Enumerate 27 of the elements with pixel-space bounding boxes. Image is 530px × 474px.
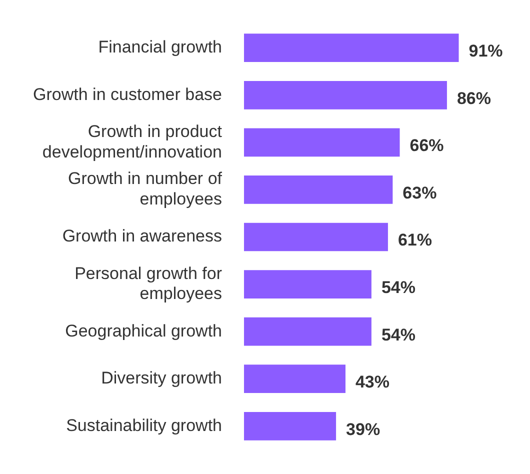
data-label: 54% [381, 325, 416, 344]
bar [244, 128, 400, 157]
y-tick-label: Growth in customer base [33, 84, 222, 104]
data-label: 39% [346, 420, 380, 439]
y-tick-label: Diversity growth [101, 368, 222, 388]
data-label: 86% [456, 88, 491, 108]
bar [244, 176, 393, 204]
bar [244, 270, 372, 298]
data-label: 63% [402, 183, 437, 202]
bar [244, 34, 459, 62]
y-tick-label: Growth in product development/innovation [42, 122, 222, 162]
y-tick-label: Sustainability growth [66, 416, 222, 435]
bar [244, 364, 346, 394]
bar [244, 222, 388, 252]
data-label: 43% [355, 372, 390, 392]
data-label: 91% [468, 42, 503, 61]
y-tick-label: Growth in number of employees [68, 169, 222, 209]
y-tick-label: Personal growth for employees [74, 264, 222, 304]
bar [244, 412, 336, 440]
bar [244, 80, 447, 110]
y-tick-label: Geographical growth [65, 321, 222, 340]
bar [244, 317, 372, 346]
y-tick-label: Growth in awareness [62, 226, 222, 246]
data-label: 66% [410, 136, 444, 156]
y-tick-label: Financial growth [98, 38, 222, 57]
data-label: 61% [398, 230, 432, 250]
data-label: 54% [381, 278, 416, 297]
